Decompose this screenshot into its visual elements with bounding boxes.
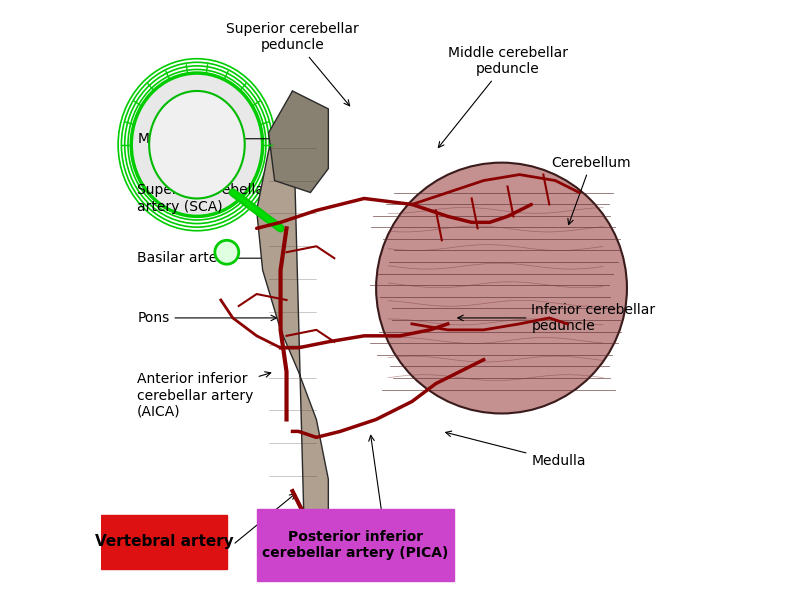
Ellipse shape bbox=[149, 91, 245, 199]
Text: Anterior inferior
cerebellar artery
(AICA): Anterior inferior cerebellar artery (AIC… bbox=[138, 372, 270, 419]
Text: Medulla: Medulla bbox=[446, 431, 586, 468]
Text: Middle cerebellar
peduncle: Middle cerebellar peduncle bbox=[438, 46, 567, 148]
Text: Basilar artery: Basilar artery bbox=[138, 251, 277, 265]
Ellipse shape bbox=[131, 73, 262, 217]
Text: Pons: Pons bbox=[138, 311, 277, 325]
Polygon shape bbox=[257, 91, 328, 551]
Text: Midbrain: Midbrain bbox=[138, 132, 277, 146]
Text: Vertebral artery: Vertebral artery bbox=[94, 535, 234, 550]
FancyBboxPatch shape bbox=[257, 509, 454, 581]
Text: Superior cerebellar
peduncle: Superior cerebellar peduncle bbox=[226, 22, 359, 106]
FancyBboxPatch shape bbox=[102, 515, 227, 569]
Polygon shape bbox=[269, 91, 328, 193]
Text: Superior cerebellar
artery (SCA): Superior cerebellar artery (SCA) bbox=[138, 184, 277, 214]
Text: Posterior inferior
cerebellar artery (PICA): Posterior inferior cerebellar artery (PI… bbox=[262, 530, 448, 560]
Text: Inferior cerebellar
peduncle: Inferior cerebellar peduncle bbox=[458, 303, 655, 333]
Ellipse shape bbox=[376, 163, 627, 413]
Text: Cerebellum: Cerebellum bbox=[551, 155, 631, 224]
Ellipse shape bbox=[215, 240, 238, 264]
